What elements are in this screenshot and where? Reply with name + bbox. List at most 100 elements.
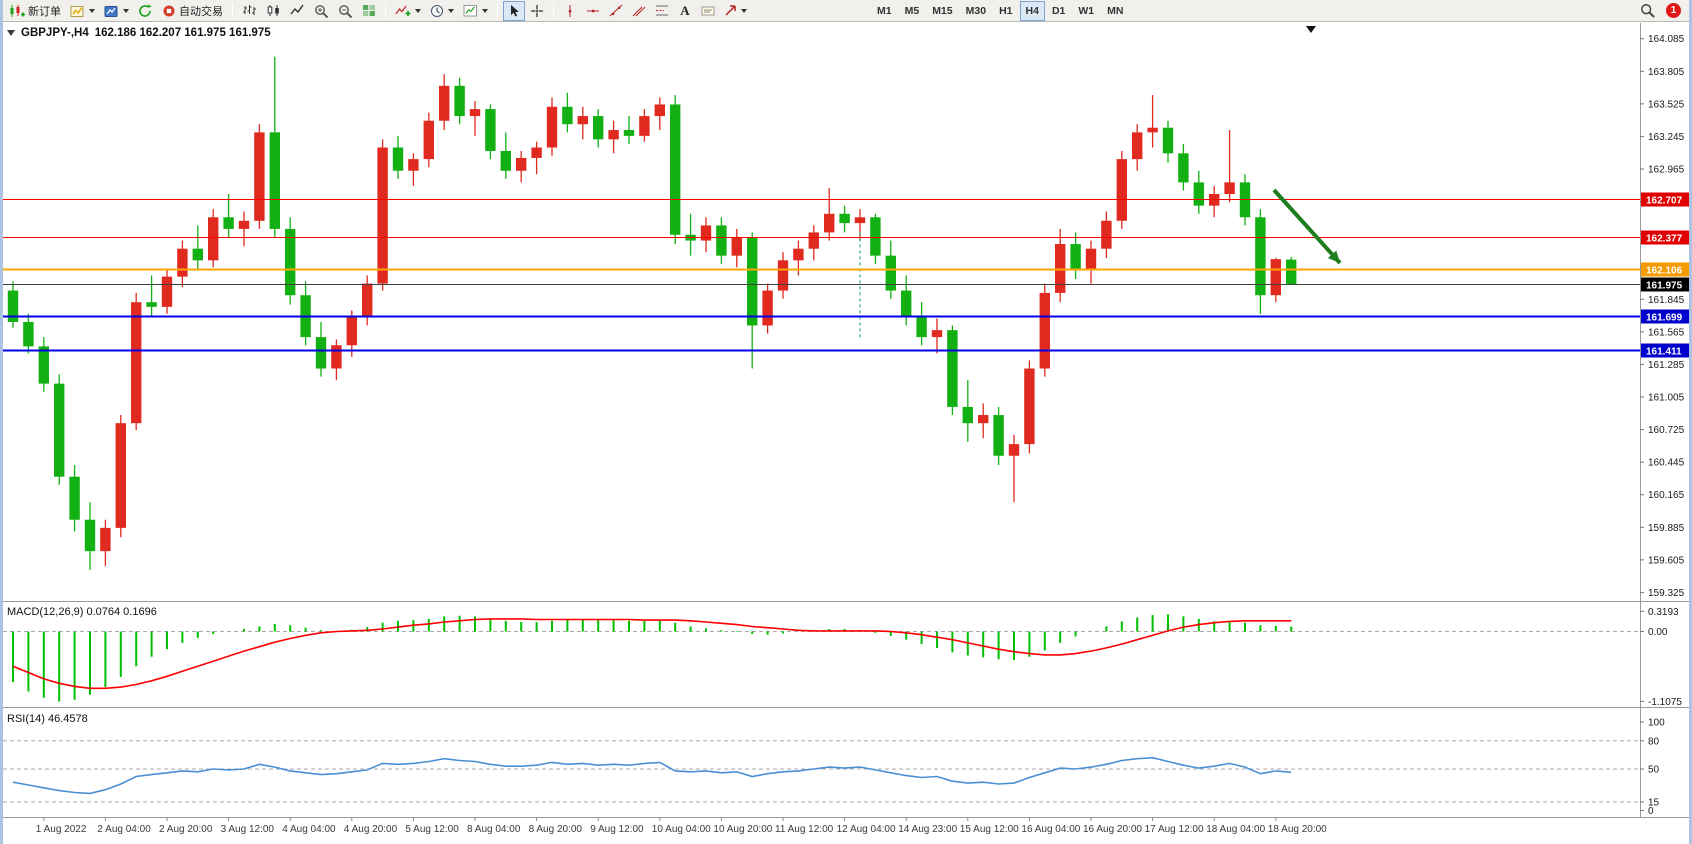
- svg-text:163.805: 163.805: [1648, 67, 1685, 78]
- label-icon: [701, 6, 715, 15]
- search-button[interactable]: [1636, 1, 1659, 21]
- timeframe-h1-button[interactable]: H1: [993, 1, 1018, 21]
- svg-text:18 Aug 20:00: 18 Aug 20:00: [1268, 824, 1327, 835]
- svg-text:2 Aug 04:00: 2 Aug 04:00: [97, 824, 151, 835]
- channel-tool-button[interactable]: [628, 1, 650, 21]
- rsi-label: RSI(14) 46.4578: [7, 713, 88, 725]
- svg-text:100: 100: [1648, 718, 1665, 729]
- svg-text:163.525: 163.525: [1648, 99, 1685, 110]
- bar-chart-button[interactable]: [238, 1, 261, 21]
- candlestick-chart-button[interactable]: [262, 1, 285, 21]
- templates-button[interactable]: [459, 1, 492, 21]
- trendline-tool-button[interactable]: [605, 1, 627, 21]
- symbol-ohlc: 162.186 162.207 161.975 161.975: [94, 27, 271, 39]
- window-left-edge: [0, 0, 3, 844]
- new-chart-icon: [70, 5, 84, 17]
- autotrading-icon: [163, 5, 175, 16]
- symbol-period: GBPJPY-,H4: [21, 27, 89, 39]
- profiles-icon: [104, 5, 118, 17]
- horizontal-line-tool-button[interactable]: [582, 1, 604, 21]
- profiles-button[interactable]: [100, 1, 133, 21]
- chevron-down-icon: [448, 8, 454, 13]
- text-tool-button[interactable]: A: [674, 1, 696, 21]
- timeframe-m5-button[interactable]: M5: [899, 1, 926, 21]
- timeframe-m15-button[interactable]: M15: [926, 1, 958, 21]
- toolbar-separator: [385, 3, 386, 18]
- svg-text:10 Aug 20:00: 10 Aug 20:00: [713, 824, 772, 835]
- svg-text:160.165: 160.165: [1648, 490, 1685, 501]
- svg-text:1 Aug 2022: 1 Aug 2022: [36, 824, 87, 835]
- svg-text:15 Aug 12:00: 15 Aug 12:00: [960, 824, 1019, 835]
- new-order-button[interactable]: 新订单: [5, 1, 65, 21]
- timeframe-m1-button[interactable]: M1: [871, 1, 898, 21]
- arrows-tool-button[interactable]: [720, 1, 751, 21]
- vertical-line-tool-button[interactable]: [559, 1, 581, 21]
- timeframe-mn-button[interactable]: MN: [1101, 1, 1129, 21]
- zoom-out-button[interactable]: [334, 1, 357, 21]
- svg-text:161.975: 161.975: [1646, 281, 1683, 292]
- zoom-in-icon: [315, 4, 329, 18]
- svg-text:12 Aug 04:00: 12 Aug 04:00: [837, 824, 896, 835]
- chevron-down-icon[interactable]: [7, 30, 15, 36]
- svg-text:161.005: 161.005: [1648, 393, 1685, 404]
- symbol-header: GBPJPY-,H4 162.186 162.207 161.975 161.9…: [7, 27, 271, 39]
- line-chart-icon: [290, 4, 304, 15]
- svg-text:3 Aug 12:00: 3 Aug 12:00: [221, 824, 275, 835]
- label-tool-button[interactable]: [697, 1, 719, 21]
- timeframe-h4-button[interactable]: H4: [1019, 0, 1045, 21]
- svg-text:8 Aug 04:00: 8 Aug 04:00: [467, 824, 521, 835]
- timeframe-w1-button[interactable]: W1: [1072, 1, 1100, 21]
- svg-text:4 Aug 20:00: 4 Aug 20:00: [344, 824, 398, 835]
- chevron-down-icon: [741, 8, 747, 13]
- svg-text:15: 15: [1648, 797, 1660, 808]
- macd-label: MACD(12,26,9) 0.0764 0.1696: [7, 606, 157, 618]
- svg-text:0: 0: [1648, 806, 1654, 817]
- line-chart-button[interactable]: [286, 1, 309, 21]
- indicators-icon: [395, 5, 411, 16]
- text-icon: A: [680, 3, 690, 18]
- new-order-label: 新订单: [28, 5, 61, 18]
- refresh-icon: [139, 4, 152, 17]
- fibonacci-tool-button[interactable]: [651, 1, 673, 21]
- timeframe-d1-button[interactable]: D1: [1046, 1, 1071, 21]
- new-order-icon: [10, 4, 25, 17]
- svg-text:18 Aug 04:00: 18 Aug 04:00: [1206, 824, 1265, 835]
- svg-text:161.845: 161.845: [1648, 295, 1685, 306]
- tile-windows-button[interactable]: [358, 1, 380, 21]
- chevron-down-icon: [123, 8, 129, 13]
- chevron-down-icon: [415, 8, 421, 13]
- clock-icon: [431, 4, 443, 17]
- svg-text:50: 50: [1648, 765, 1660, 776]
- svg-text:164.085: 164.085: [1648, 34, 1685, 45]
- notification-badge[interactable]: 1: [1666, 3, 1681, 18]
- window-right-edge: [1689, 0, 1692, 844]
- svg-text:16 Aug 04:00: 16 Aug 04:00: [1021, 824, 1080, 835]
- new-chart-button[interactable]: [66, 1, 99, 21]
- periods-button[interactable]: [426, 1, 458, 21]
- svg-text:159.885: 159.885: [1648, 523, 1685, 534]
- autotrading-label: 自动交易: [179, 5, 223, 18]
- indicators-button[interactable]: [391, 1, 425, 21]
- autotrading-button[interactable]: 自动交易: [158, 1, 227, 21]
- svg-text:10 Aug 04:00: 10 Aug 04:00: [652, 824, 711, 835]
- svg-text:11 Aug 12:00: 11 Aug 12:00: [775, 824, 834, 835]
- svg-text:14 Aug 23:00: 14 Aug 23:00: [898, 824, 957, 835]
- crosshair-icon: [531, 4, 543, 17]
- cursor-icon: [511, 4, 519, 16]
- trendline-icon: [609, 4, 623, 17]
- fibonacci-icon: [656, 5, 668, 16]
- zoom-in-button[interactable]: [310, 1, 333, 21]
- toolbar-separator: [232, 3, 233, 18]
- svg-text:2 Aug 20:00: 2 Aug 20:00: [159, 824, 213, 835]
- channel-icon: [632, 6, 646, 17]
- toolbar-right-group: 1: [1636, 1, 1687, 21]
- cursor-tool-button[interactable]: [503, 0, 525, 21]
- crosshair-tool-button[interactable]: [526, 1, 548, 21]
- svg-text:162.965: 162.965: [1648, 165, 1685, 176]
- svg-text:160.725: 160.725: [1648, 425, 1685, 436]
- refresh-button[interactable]: [134, 1, 157, 21]
- svg-text:0.00: 0.00: [1648, 627, 1668, 638]
- timeframe-m30-button[interactable]: M30: [960, 1, 992, 21]
